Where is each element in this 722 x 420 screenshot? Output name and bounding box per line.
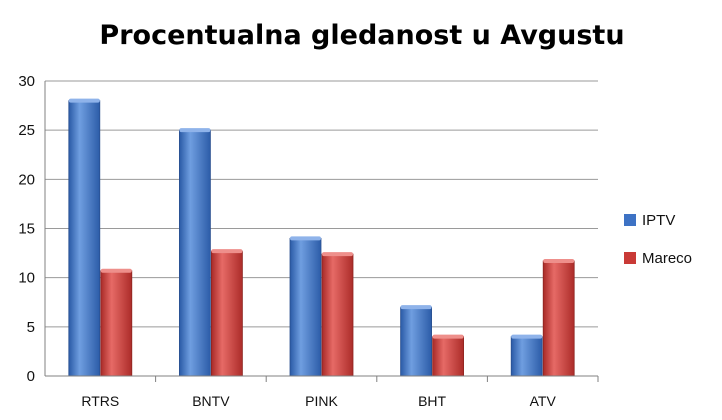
bar: [542, 260, 575, 377]
x-tick-label: PINK: [305, 393, 338, 409]
bar-iptv-bht: [400, 305, 433, 377]
x-tick-label: ATV: [530, 393, 557, 409]
bar: [432, 336, 465, 377]
legend-swatch: [624, 214, 636, 226]
y-tick-label: 0: [27, 368, 35, 385]
bars: [68, 98, 575, 377]
bar-cap: [432, 334, 464, 339]
bar: [178, 129, 211, 377]
bar-cap: [290, 236, 321, 241]
x-tick-label: BNTV: [192, 393, 230, 409]
legend-item-iptv: IPTV: [624, 212, 675, 229]
y-tick-label: 10: [18, 270, 35, 287]
y-tick-label: 30: [18, 73, 35, 90]
bar-iptv-pink: [289, 236, 322, 377]
y-tick-label: 20: [18, 171, 35, 188]
bar-mareco-rtrs: [100, 268, 133, 377]
x-tick-label: RTRS: [81, 393, 119, 409]
chart-title: Procentualna gledanost u Avgustu: [99, 20, 624, 51]
y-tick-label: 5: [27, 319, 35, 336]
bar-cap: [511, 334, 543, 339]
bar-mareco-bht: [432, 334, 465, 377]
bar: [289, 237, 322, 377]
bar-cap: [400, 305, 432, 310]
bar-cap: [543, 258, 575, 263]
legend-label: Mareco: [642, 250, 692, 267]
bar-mareco-bntv: [210, 249, 243, 377]
bar-mareco-atv: [542, 258, 575, 377]
y-tick-label: 15: [18, 221, 35, 238]
bar: [510, 336, 543, 377]
bar: [210, 250, 243, 377]
y-tick-label: 25: [18, 122, 35, 139]
bar: [400, 306, 433, 377]
bar: [321, 253, 354, 377]
bar-iptv-atv: [510, 334, 543, 377]
legend: IPTV Mareco: [624, 212, 692, 267]
legend-item-mareco: Mareco: [624, 250, 692, 267]
bar: [68, 100, 101, 377]
axes: 0 5 10 15 20 25 30 RTRS BNTV PINK BHT ATV: [18, 73, 599, 409]
bar-cap: [100, 268, 132, 273]
legend-label: IPTV: [642, 212, 675, 229]
bar-cap: [68, 98, 100, 103]
bar-cap: [211, 249, 243, 254]
grid: [45, 80, 598, 328]
bar-iptv-bntv: [178, 128, 211, 377]
legend-swatch: [624, 252, 636, 264]
bar-cap: [179, 128, 211, 133]
bar-cap: [322, 252, 353, 257]
bar-mareco-pink: [321, 252, 354, 377]
bar: [100, 270, 133, 377]
bar-iptv-rtrs: [68, 98, 101, 377]
x-tick-label: BHT: [418, 393, 446, 409]
